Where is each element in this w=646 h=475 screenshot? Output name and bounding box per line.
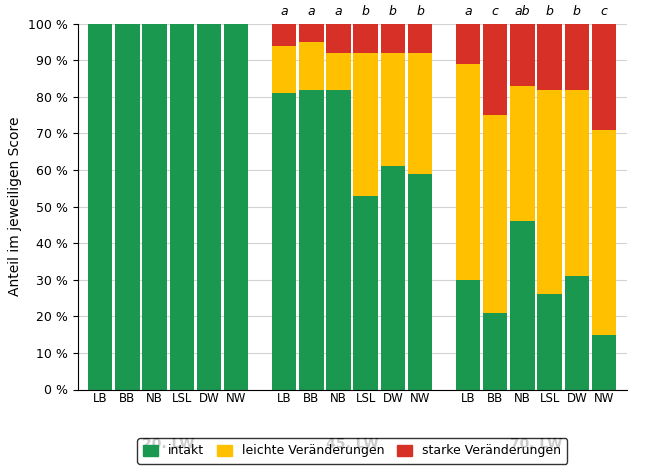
Bar [456,280,480,390]
Bar [272,46,297,93]
Text: a: a [464,5,472,18]
Bar [510,24,535,86]
Text: a: a [335,5,342,18]
Bar [326,24,351,53]
Bar [592,130,616,334]
Bar [537,24,562,90]
Bar [510,86,535,221]
Text: b: b [362,5,370,18]
Bar [326,53,351,90]
Bar [299,90,324,390]
Bar [272,24,297,46]
Text: b: b [416,5,424,18]
Bar [408,174,432,390]
Bar [353,24,378,53]
Bar [408,24,432,53]
Bar [142,24,167,389]
Text: c: c [492,5,499,18]
Bar [565,276,589,389]
Text: b: b [389,5,397,18]
Bar [537,294,562,390]
Text: 20. LW: 20. LW [142,437,194,451]
Text: 70. LW: 70. LW [510,437,562,451]
Text: b: b [573,5,581,18]
Bar [326,90,351,390]
Text: a: a [307,5,315,18]
Bar [272,93,297,389]
Legend: intakt, leichte Veränderungen, starke Veränderungen: intakt, leichte Veränderungen, starke Ve… [137,438,567,464]
Y-axis label: Anteil im jeweiligen Score: Anteil im jeweiligen Score [8,117,23,296]
Bar [380,53,405,166]
Bar [483,115,508,313]
Bar [565,24,589,90]
Bar [224,24,248,389]
Bar [115,24,140,389]
Bar [592,24,616,130]
Bar [196,24,221,389]
Bar [456,64,480,280]
Bar [169,24,194,389]
Bar [299,24,324,42]
Text: ab: ab [515,5,530,18]
Bar [88,24,112,389]
Bar [353,196,378,390]
Text: a: a [280,5,288,18]
Bar [299,42,324,90]
Bar [592,334,616,390]
Bar [353,53,378,196]
Bar [380,24,405,53]
Bar [483,24,508,115]
Bar [510,221,535,390]
Bar [456,24,480,64]
Bar [537,90,562,294]
Bar [483,313,508,390]
Bar [565,90,589,276]
Bar [408,53,432,174]
Text: b: b [546,5,554,18]
Text: 45. LW: 45. LW [326,437,379,451]
Bar [380,166,405,390]
Text: c: c [601,5,607,18]
